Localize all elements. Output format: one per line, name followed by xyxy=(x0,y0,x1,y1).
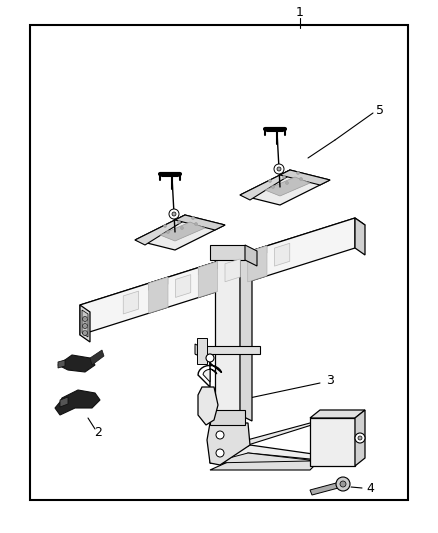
Text: 3: 3 xyxy=(326,374,334,386)
Polygon shape xyxy=(195,346,260,354)
Polygon shape xyxy=(176,274,191,297)
Circle shape xyxy=(216,449,224,457)
Circle shape xyxy=(177,221,180,223)
Polygon shape xyxy=(80,218,355,335)
Polygon shape xyxy=(275,243,290,266)
Polygon shape xyxy=(60,397,68,407)
Polygon shape xyxy=(225,259,240,282)
Polygon shape xyxy=(245,245,257,266)
Polygon shape xyxy=(355,410,365,466)
Circle shape xyxy=(336,477,350,491)
Polygon shape xyxy=(240,170,290,200)
Polygon shape xyxy=(248,246,267,282)
Text: 5: 5 xyxy=(376,103,384,117)
Polygon shape xyxy=(80,218,365,312)
Circle shape xyxy=(169,209,179,219)
Polygon shape xyxy=(310,418,355,466)
Polygon shape xyxy=(80,305,90,342)
Polygon shape xyxy=(135,215,225,250)
Polygon shape xyxy=(215,250,240,415)
Polygon shape xyxy=(198,262,218,274)
Circle shape xyxy=(206,354,214,362)
Circle shape xyxy=(172,212,176,216)
Polygon shape xyxy=(210,453,320,470)
Circle shape xyxy=(180,227,184,230)
Circle shape xyxy=(82,330,88,335)
Polygon shape xyxy=(265,177,310,196)
Circle shape xyxy=(82,324,88,328)
Polygon shape xyxy=(198,363,222,387)
Polygon shape xyxy=(210,445,320,465)
Circle shape xyxy=(216,431,224,439)
Circle shape xyxy=(286,182,289,184)
Circle shape xyxy=(272,185,275,189)
Polygon shape xyxy=(82,310,88,337)
Circle shape xyxy=(191,216,194,220)
Circle shape xyxy=(82,317,88,321)
Polygon shape xyxy=(123,291,138,314)
Circle shape xyxy=(163,224,166,228)
Circle shape xyxy=(300,177,303,181)
Circle shape xyxy=(283,175,286,179)
Polygon shape xyxy=(175,215,225,230)
Text: 1: 1 xyxy=(296,5,304,19)
Polygon shape xyxy=(210,423,318,450)
Polygon shape xyxy=(240,170,330,205)
Circle shape xyxy=(297,172,300,174)
Polygon shape xyxy=(210,245,245,260)
Circle shape xyxy=(355,433,365,443)
Polygon shape xyxy=(210,453,318,463)
Text: 2: 2 xyxy=(94,425,102,439)
Polygon shape xyxy=(197,338,207,364)
Polygon shape xyxy=(310,410,365,418)
Polygon shape xyxy=(280,170,330,185)
Polygon shape xyxy=(135,215,185,245)
Circle shape xyxy=(274,164,284,174)
Polygon shape xyxy=(203,368,217,382)
Circle shape xyxy=(166,230,170,233)
Circle shape xyxy=(358,436,362,440)
Polygon shape xyxy=(198,262,218,297)
Polygon shape xyxy=(355,218,365,255)
Polygon shape xyxy=(90,350,104,365)
Polygon shape xyxy=(58,355,95,372)
Polygon shape xyxy=(210,410,245,425)
Polygon shape xyxy=(198,387,218,425)
Circle shape xyxy=(194,222,198,225)
Polygon shape xyxy=(210,439,250,463)
Circle shape xyxy=(340,481,346,487)
Text: 4: 4 xyxy=(366,481,374,495)
Polygon shape xyxy=(195,344,201,357)
Polygon shape xyxy=(240,250,252,421)
Polygon shape xyxy=(149,277,168,313)
Circle shape xyxy=(277,167,281,171)
Polygon shape xyxy=(207,423,250,465)
Polygon shape xyxy=(149,277,168,290)
Polygon shape xyxy=(310,482,342,495)
Polygon shape xyxy=(55,390,100,415)
Polygon shape xyxy=(248,246,267,259)
Polygon shape xyxy=(58,360,65,368)
Circle shape xyxy=(268,180,272,182)
Polygon shape xyxy=(160,222,205,241)
Bar xyxy=(30,25,408,500)
